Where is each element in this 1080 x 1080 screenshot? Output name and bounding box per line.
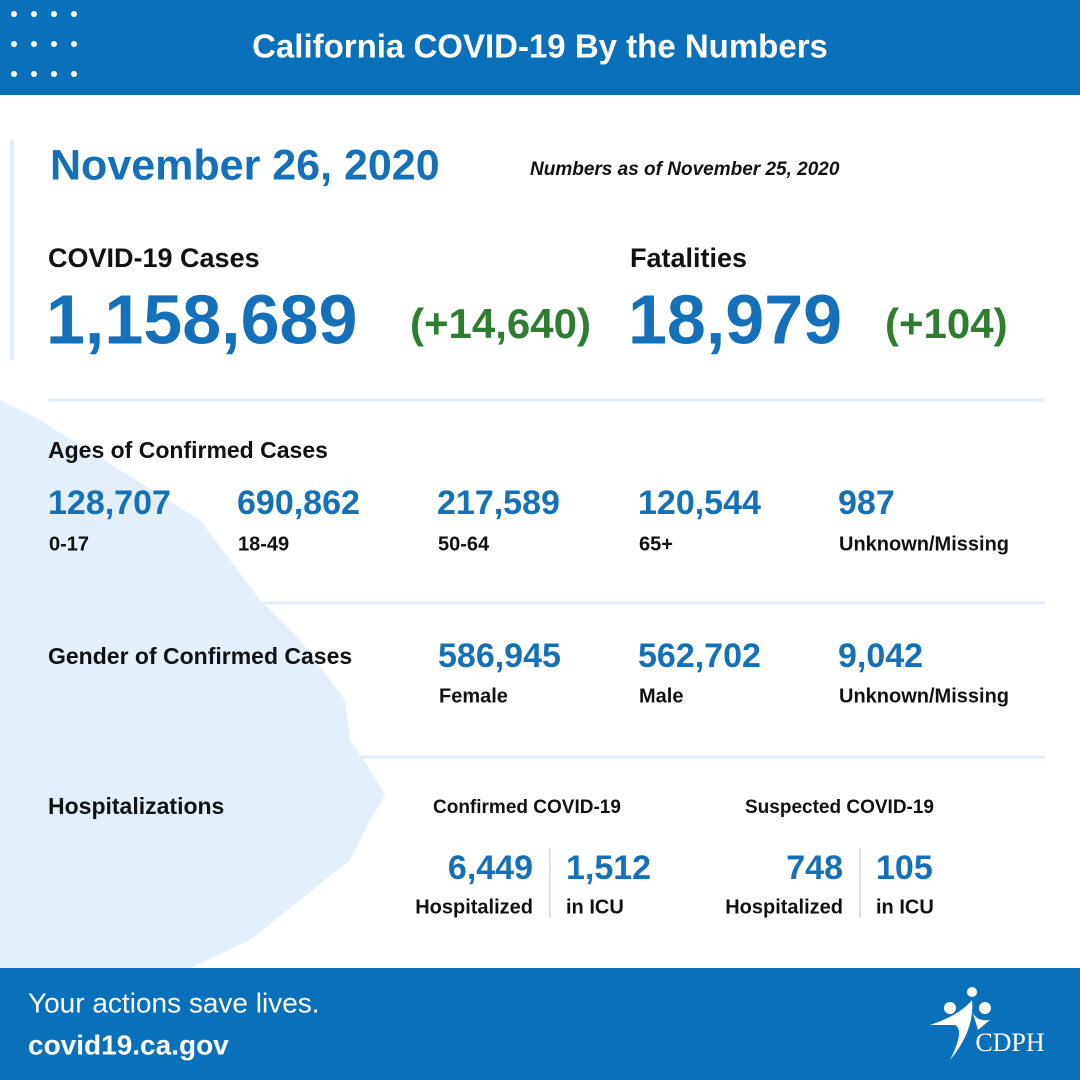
cases-change: (+14,640) xyxy=(410,300,591,347)
suspected-icu-label: in ICU xyxy=(876,896,934,918)
ages-groups: 128,707 0-17 690,862 18-49 217,589 50-64 120,5… xyxy=(48,484,1009,555)
confirmed-hospitalized-value: 6,449 xyxy=(448,849,533,887)
stat-label: 0-17 xyxy=(49,533,89,555)
stat-label: Unknown/Missing xyxy=(839,533,1009,555)
stat-value: 128,707 xyxy=(48,484,171,522)
logo-figure xyxy=(930,987,991,1060)
confirmed-hospitalized-label: Hospitalized xyxy=(415,896,533,918)
as-of: Numbers as of November 25, 2020 xyxy=(530,159,840,180)
logo-text: CDPH xyxy=(975,1028,1045,1057)
stat-label: Male xyxy=(639,685,683,707)
confirmed-icu-value: 1,512 xyxy=(566,849,651,887)
stat-value: 586,945 xyxy=(438,637,561,675)
cases-label: COVID-19 Cases xyxy=(48,243,260,273)
ages-title: Ages of Confirmed Cases xyxy=(48,437,328,463)
fatalities-label: Fatalities xyxy=(630,243,747,273)
stat-label: 65+ xyxy=(639,533,673,555)
cases-total: 1,158,689 xyxy=(46,280,357,358)
suspected-hospitalized-value: 748 xyxy=(786,849,843,887)
date: November 26, 2020 xyxy=(50,141,440,189)
suspected-title: Suspected COVID-19 xyxy=(745,797,934,818)
fatalities-total: 18,979 xyxy=(628,280,842,358)
footer-tagline: Your actions save lives. xyxy=(28,987,320,1018)
stat-value: 562,702 xyxy=(638,637,761,675)
confirmed-title: Confirmed COVID-19 xyxy=(433,797,621,818)
stat-value: 9,042 xyxy=(838,637,923,675)
footer-bar xyxy=(0,968,1080,1080)
stat-label: 50-64 xyxy=(438,533,490,555)
stat-value: 217,589 xyxy=(437,484,560,522)
gender-groups: 586,945 Female 562,702 Male 9,042 Unknown/Mis… xyxy=(438,637,1009,707)
confirmed-icu-label: in ICU xyxy=(566,896,624,918)
stat-value: 987 xyxy=(838,484,895,522)
state-map xyxy=(0,400,385,968)
stat-value: 690,862 xyxy=(237,484,360,522)
suspected-hospitalized-label: Hospitalized xyxy=(725,896,843,918)
header-bar xyxy=(0,0,1080,95)
hospitalizations-title: Hospitalizations xyxy=(48,793,224,819)
stat-label: Female xyxy=(439,685,508,707)
stat-label: Unknown/Missing xyxy=(839,685,1009,707)
header-title: California COVID-19 By the Numbers xyxy=(252,28,828,65)
footer-url: covid19.ca.gov xyxy=(28,1029,229,1060)
dots xyxy=(11,11,77,77)
fatalities-change: (+104) xyxy=(885,300,1008,347)
stat-value: 120,544 xyxy=(638,484,761,522)
stat-label: 18-49 xyxy=(238,533,289,555)
gender-title: Gender of Confirmed Cases xyxy=(48,643,352,669)
suspected-icu-value: 105 xyxy=(876,849,933,887)
